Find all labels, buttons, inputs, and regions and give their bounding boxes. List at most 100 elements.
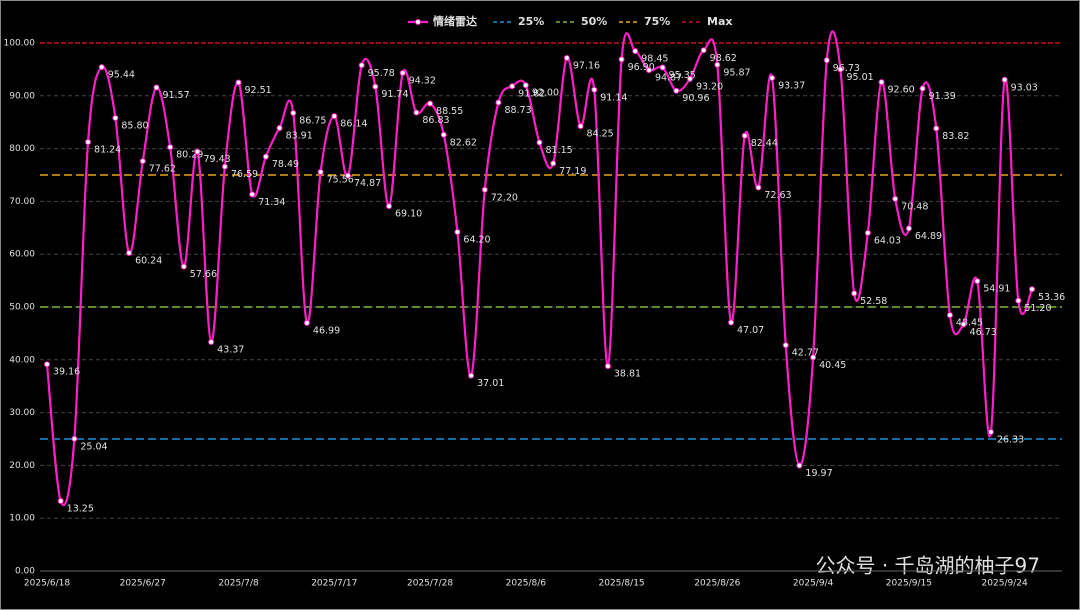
x-tick-label: 2025/9/15 bbox=[886, 579, 932, 589]
data-point bbox=[755, 184, 762, 191]
data-point bbox=[290, 109, 297, 116]
data-label: 95.87 bbox=[723, 67, 750, 78]
data-label: 74.87 bbox=[354, 178, 381, 189]
data-label: 71.34 bbox=[258, 197, 285, 208]
data-label: 26.33 bbox=[997, 434, 1024, 445]
data-label: 95.01 bbox=[846, 72, 873, 83]
data-point bbox=[180, 263, 187, 270]
data-point bbox=[153, 84, 160, 91]
data-label: 83.91 bbox=[286, 130, 313, 141]
data-label: 53.36 bbox=[1038, 292, 1065, 303]
legend-label: 25% bbox=[518, 15, 544, 28]
data-point bbox=[495, 99, 502, 106]
data-point bbox=[427, 100, 434, 107]
legend-marker bbox=[415, 19, 421, 25]
data-point bbox=[249, 191, 256, 198]
data-label: 46.73 bbox=[970, 327, 997, 338]
data-point bbox=[673, 87, 680, 94]
x-tick-label: 2025/8/6 bbox=[506, 579, 547, 589]
data-label: 80.29 bbox=[176, 150, 203, 161]
data-label: 98.62 bbox=[710, 53, 737, 64]
data-point bbox=[139, 158, 146, 165]
data-point bbox=[686, 75, 693, 82]
data-label: 96.73 bbox=[833, 63, 860, 74]
data-point bbox=[262, 153, 269, 160]
data-point bbox=[221, 163, 228, 170]
data-point bbox=[386, 203, 393, 210]
legend-label: 情绪雷达 bbox=[433, 14, 477, 28]
data-point bbox=[399, 69, 406, 76]
data-point bbox=[1029, 286, 1035, 293]
data-label: 72.63 bbox=[764, 190, 791, 201]
data-label: 91.14 bbox=[600, 92, 627, 103]
data-label: 91.74 bbox=[381, 89, 408, 100]
y-tick-label: 30.00 bbox=[9, 408, 35, 418]
x-tick-label: 2025/9/4 bbox=[793, 579, 834, 589]
data-label: 91.39 bbox=[929, 91, 956, 102]
data-point bbox=[358, 62, 365, 69]
x-tick-label: 2025/7/28 bbox=[407, 579, 453, 589]
data-label: 76.59 bbox=[231, 169, 258, 180]
data-label: 92.51 bbox=[245, 85, 272, 96]
data-point bbox=[1015, 297, 1022, 304]
data-point bbox=[700, 47, 707, 54]
y-tick-label: 80.00 bbox=[9, 144, 35, 154]
data-point bbox=[167, 144, 174, 151]
data-label: 85.80 bbox=[121, 120, 148, 131]
data-label: 95.78 bbox=[368, 68, 395, 79]
data-label: 94.87 bbox=[655, 73, 682, 84]
y-tick-label: 90.00 bbox=[9, 91, 35, 101]
data-label: 48.45 bbox=[956, 318, 983, 329]
x-tick-label: 2025/8/15 bbox=[599, 579, 645, 589]
y-tick-label: 20.00 bbox=[9, 461, 35, 471]
data-label: 78.49 bbox=[272, 159, 299, 170]
data-label: 91.82 bbox=[518, 89, 545, 100]
data-label: 96.90 bbox=[628, 62, 655, 73]
data-label: 25.04 bbox=[80, 441, 107, 452]
y-tick-label: 40.00 bbox=[9, 355, 35, 365]
data-label: 64.03 bbox=[874, 235, 901, 246]
data-point bbox=[728, 319, 735, 326]
data-point bbox=[919, 85, 926, 92]
data-label: 79.43 bbox=[203, 154, 230, 165]
data-point bbox=[645, 67, 652, 74]
y-tick-label: 0.00 bbox=[15, 567, 35, 577]
data-point bbox=[960, 321, 967, 328]
data-point bbox=[1001, 76, 1008, 83]
data-label: 57.66 bbox=[190, 269, 217, 280]
data-point bbox=[618, 56, 625, 63]
data-label: 92.60 bbox=[888, 85, 915, 96]
data-point bbox=[208, 339, 215, 346]
data-point bbox=[563, 54, 570, 61]
data-label: 92.00 bbox=[532, 88, 559, 99]
data-point bbox=[591, 86, 598, 93]
data-point bbox=[303, 319, 310, 326]
data-label: 88.73 bbox=[504, 105, 531, 116]
data-point bbox=[933, 125, 940, 132]
data-label: 82.62 bbox=[450, 137, 477, 148]
data-label: 86.83 bbox=[422, 115, 449, 126]
data-label: 51.20 bbox=[1024, 303, 1051, 314]
data-label: 39.16 bbox=[53, 367, 80, 378]
data-label: 54.91 bbox=[983, 284, 1010, 295]
data-label: 97.16 bbox=[573, 60, 600, 71]
data-point bbox=[413, 109, 420, 116]
data-point bbox=[946, 312, 953, 319]
data-label: 38.81 bbox=[614, 369, 641, 380]
data-label: 75.56 bbox=[327, 175, 354, 186]
data-label: 72.20 bbox=[491, 192, 518, 203]
data-label: 43.37 bbox=[217, 345, 244, 356]
data-label: 94.32 bbox=[409, 75, 436, 86]
data-point bbox=[604, 363, 611, 370]
data-point bbox=[454, 229, 461, 236]
data-label: 82.44 bbox=[751, 138, 778, 149]
data-label: 95.44 bbox=[108, 70, 135, 81]
data-point bbox=[44, 361, 50, 368]
data-label: 88.55 bbox=[436, 106, 463, 117]
data-point bbox=[823, 57, 830, 64]
watermark: 公众号 · 千岛湖的柚子97 bbox=[815, 554, 1040, 578]
data-point bbox=[481, 186, 488, 193]
data-label: 81.15 bbox=[546, 145, 573, 156]
